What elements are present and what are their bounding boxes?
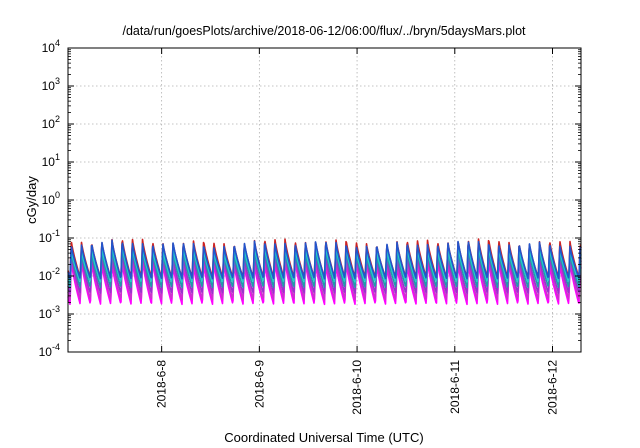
x-axis-label: Coordinated Universal Time (UTC) bbox=[224, 430, 423, 445]
y-tick-exponent: 3 bbox=[55, 76, 60, 86]
y-axis-label: cGy/day bbox=[24, 176, 39, 224]
x-tick-label: 2018-6-11 bbox=[448, 360, 462, 414]
y-tick-base: 10 bbox=[42, 79, 56, 93]
chart-title: /data/run/goesPlots/archive/2018-06-12/0… bbox=[122, 24, 526, 38]
y-tick-label: 100 bbox=[42, 190, 60, 207]
y-tick-base: 10 bbox=[39, 269, 53, 283]
y-tick-label: 103 bbox=[42, 76, 60, 93]
x-tick-label: 2018-6-9 bbox=[252, 360, 266, 408]
y-tick-base: 10 bbox=[39, 345, 53, 359]
y-tick-label: 101 bbox=[42, 152, 60, 169]
y-tick-label: 104 bbox=[42, 38, 60, 55]
y-tick-base: 10 bbox=[39, 231, 53, 245]
y-tick-exponent: 0 bbox=[55, 190, 60, 200]
x-tick-label: 2018-6-8 bbox=[155, 360, 169, 408]
y-tick-exponent: 4 bbox=[55, 38, 60, 48]
y-tick-label: 102 bbox=[42, 114, 60, 131]
series-lines bbox=[67, 238, 582, 306]
y-tick-base: 10 bbox=[42, 117, 56, 131]
y-tick-exponent: -3 bbox=[52, 304, 60, 314]
axis-ticks bbox=[68, 47, 581, 353]
y-tick-base: 10 bbox=[42, 155, 56, 169]
series-line bbox=[67, 244, 582, 283]
y-tick-base: 10 bbox=[39, 307, 53, 321]
y-tick-exponent: -1 bbox=[52, 228, 60, 238]
series-line bbox=[67, 239, 582, 280]
y-tick-base: 10 bbox=[42, 41, 56, 55]
y-tick-label: 10-3 bbox=[39, 304, 60, 321]
y-tick-label: 10-2 bbox=[39, 266, 60, 283]
y-tick-exponent: 1 bbox=[55, 152, 60, 162]
x-tick-label: 2018-6-12 bbox=[546, 360, 560, 415]
y-tick-base: 10 bbox=[42, 193, 56, 207]
y-tick-exponent: -2 bbox=[52, 266, 60, 276]
y-tick-exponent: -4 bbox=[52, 342, 60, 352]
y-tick-exponent: 2 bbox=[55, 114, 60, 124]
y-tick-label: 10-1 bbox=[39, 228, 60, 245]
y-tick-label: 10-4 bbox=[39, 342, 60, 359]
x-tick-label: 2018-6-10 bbox=[350, 360, 364, 415]
